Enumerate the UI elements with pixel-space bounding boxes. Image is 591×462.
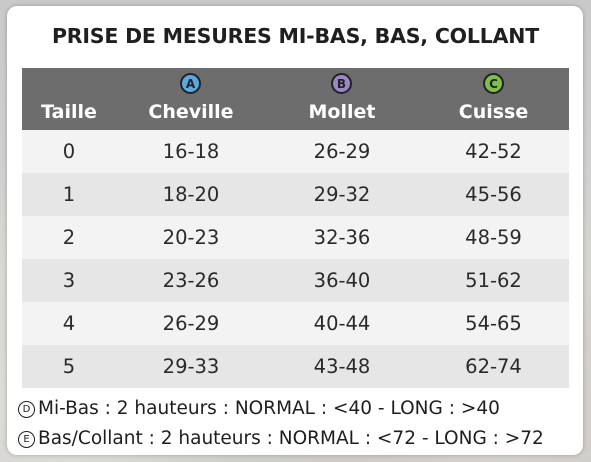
badge-c-icon: C [483,73,504,94]
page-title: PRISE DE MESURES MI-BAS, BAS, COLLANT [51,24,540,48]
table-row: 3 23-26 36-40 51-62 [22,259,569,302]
cell-ankle: 26-29 [162,312,220,335]
note-text: Bas/Collant : 2 hauteurs : NORMAL : <72 … [38,428,544,449]
cell-thigh: 51-62 [465,269,522,292]
table-row: 1 18-20 29-32 45-56 [22,173,569,216]
cell-thigh: 42-52 [465,140,522,163]
table-row: 4 26-29 40-44 54-65 [22,302,569,345]
table-row: 0 16-18 26-29 42-52 [22,130,569,173]
notes: D Mi-Bas : 2 hauteurs : NORMAL : <40 - LO… [18,394,578,454]
cell-calf: 26-29 [313,140,371,163]
cell-ankle: 16-18 [162,140,220,163]
cell-calf: 29-32 [313,183,371,206]
size-table: A B C Taille Cheville Mollet Cuisse 0 16… [22,68,569,388]
cell-size: 4 [62,312,76,335]
header-thigh: Cuisse [458,101,529,123]
cell-thigh: 54-65 [465,312,522,335]
note-mi-bas: D Mi-Bas : 2 hauteurs : NORMAL : <40 - LO… [18,394,578,424]
cell-ankle: 18-20 [162,183,220,206]
table-row: 5 29-33 43-48 62-74 [22,345,569,388]
cell-ankle: 29-33 [162,355,220,378]
header-calf: Mollet [308,101,376,123]
cell-calf: 32-36 [313,226,371,249]
header-ankle: Cheville [148,101,234,123]
note-text: Mi-Bas : 2 hauteurs : NORMAL : <40 - LON… [38,398,500,419]
badge-a-icon: A [180,73,201,94]
cell-thigh: 45-56 [465,183,522,206]
cell-size: 1 [62,183,76,206]
circled-d-icon: D [18,401,35,418]
cell-ankle: 23-26 [162,269,220,292]
table-row: 2 20-23 32-36 48-59 [22,216,569,259]
cell-ankle: 20-23 [162,226,220,249]
cell-calf: 36-40 [313,269,371,292]
cell-size: 5 [62,355,76,378]
cell-thigh: 62-74 [465,355,522,378]
cell-size: 2 [62,226,76,249]
circled-e-icon: E [18,431,35,448]
cell-calf: 43-48 [313,355,371,378]
cell-calf: 40-44 [313,312,371,335]
header-size: Taille [41,101,97,123]
badge-b-icon: B [331,73,352,94]
table-header: A B C Taille Cheville Mollet Cuisse [22,68,569,130]
cell-size: 0 [62,140,76,163]
note-bas-collant: E Bas/Collant : 2 hauteurs : NORMAL : <72… [18,424,578,454]
cell-size: 3 [62,269,76,292]
cell-thigh: 48-59 [465,226,522,249]
